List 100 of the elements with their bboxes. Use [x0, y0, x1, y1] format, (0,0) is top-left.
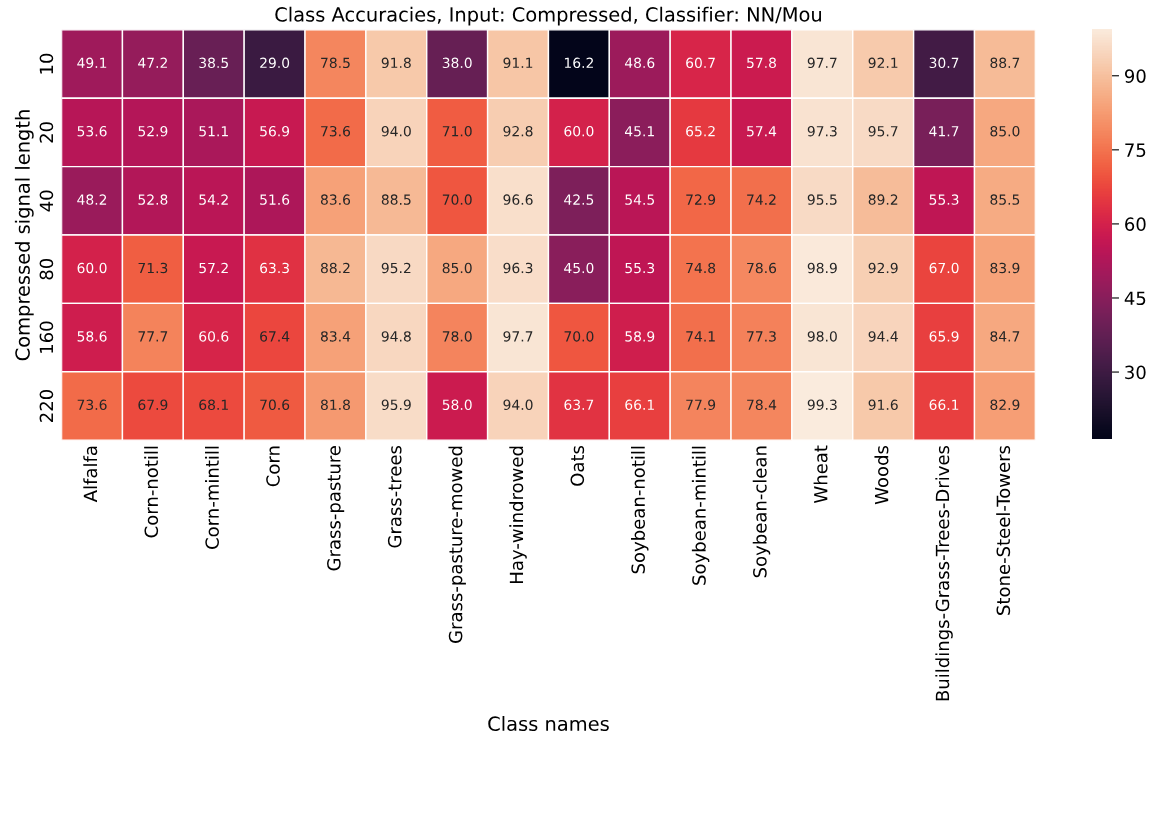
- data-label: 77.9: [686, 399, 716, 411]
- data-label: 57.8: [747, 57, 776, 69]
- data-label: 74.8: [686, 262, 716, 274]
- data-label: 95.9: [381, 399, 411, 411]
- data-label: 63.7: [564, 399, 594, 411]
- y-tick-label: 80: [39, 258, 54, 280]
- data-label: 70.0: [442, 194, 472, 205]
- data-label: 68.1: [199, 399, 228, 411]
- data-label: 94.0: [381, 125, 411, 137]
- data-label: 78.0: [442, 331, 472, 342]
- data-label: 42.5: [564, 194, 594, 205]
- data-label: 91.1: [503, 57, 533, 69]
- data-label: 98.0: [807, 331, 837, 342]
- data-label: 52.8: [138, 194, 168, 205]
- data-label: 57.4: [747, 126, 777, 137]
- data-label: 78.5: [321, 57, 350, 69]
- x-tick-label: Buildings-Grass-Trees-Drives: [935, 445, 953, 701]
- data-label: 70.6: [260, 399, 290, 411]
- data-label: 94.0: [503, 399, 533, 411]
- data-label: 65.9: [929, 331, 959, 342]
- color-bar-label: 30: [1125, 365, 1146, 380]
- x-tick-label: Soybean-notill: [631, 446, 649, 574]
- data-label: 95.5: [807, 194, 837, 205]
- data-label: 60.7: [686, 57, 715, 69]
- data-label: 83.4: [320, 331, 351, 342]
- x-tick-label: Corn-notill: [144, 446, 159, 538]
- data-label: 74.2: [747, 194, 776, 205]
- data-label: 58.9: [625, 331, 655, 342]
- data-label: 58.6: [77, 331, 107, 342]
- data-label: 56.9: [260, 125, 290, 137]
- x-axis-title: Class names: [488, 715, 609, 732]
- data-label: 51.1: [199, 126, 228, 137]
- data-label: 63.3: [260, 262, 289, 274]
- data-label: 57.2: [199, 262, 228, 274]
- data-label: 84.7: [990, 331, 1020, 342]
- data-label: 29.0: [260, 57, 290, 69]
- data-label: 38.0: [442, 57, 472, 69]
- color-bar-label: 75: [1125, 143, 1146, 157]
- data-label: 60.0: [564, 125, 594, 137]
- data-label: 88.7: [990, 57, 1020, 69]
- data-label: 41.7: [929, 126, 959, 137]
- data-label: 54.2: [199, 194, 228, 205]
- data-label: 67.4: [260, 331, 290, 342]
- data-label: 92.1: [868, 57, 898, 69]
- data-label: 88.2: [320, 262, 350, 274]
- x-tick-label: Stone-Steel-Towers: [996, 445, 1011, 615]
- data-label: 72.9: [686, 194, 716, 205]
- data-label: 54.5: [625, 194, 654, 205]
- data-label: 97.7: [807, 57, 837, 69]
- data-label: 53.6: [77, 125, 107, 137]
- x-tick-label: Corn: [266, 446, 280, 487]
- data-label: 89.2: [868, 194, 898, 205]
- data-label: 81.8: [320, 399, 350, 411]
- data-label: 91.6: [868, 399, 898, 411]
- y-tick-label: 20: [39, 122, 54, 143]
- data-label: 58.0: [442, 399, 472, 411]
- data-label: 71.3: [138, 262, 168, 274]
- data-label: 78.4: [747, 399, 777, 411]
- data-label: 77.3: [747, 331, 776, 342]
- x-tick-label: Soybean-clean: [752, 446, 771, 578]
- data-label: 48.6: [624, 57, 655, 69]
- x-tick-label: Corn-mintill: [205, 446, 219, 549]
- data-label: 49.1: [77, 57, 107, 69]
- data-label: 83.9: [990, 262, 1020, 274]
- chart-title: Class Accuracies, Input: Compressed, Classifier: NN/Mou: [275, 6, 821, 26]
- data-label: 67.9: [138, 399, 168, 411]
- data-label: 71.0: [442, 125, 472, 137]
- data-label: 96.6: [503, 194, 533, 205]
- data-label: 70.0: [564, 331, 594, 342]
- data-label: 83.6: [320, 194, 351, 205]
- x-tick-label: Alfalfa: [83, 446, 98, 503]
- data-label: 97.7: [503, 331, 533, 342]
- data-label: 92.8: [503, 125, 533, 137]
- data-label: 99.3: [807, 399, 837, 411]
- data-label: 66.1: [929, 399, 959, 411]
- data-label: 51.6: [260, 194, 290, 205]
- y-axis-title: Compressed signal length: [14, 110, 34, 361]
- data-label: 78.6: [747, 262, 777, 274]
- data-label: 85.5: [990, 194, 1020, 205]
- data-label: 91.8: [381, 57, 411, 69]
- y-tick-label: 10: [39, 53, 54, 74]
- data-label: 77.7: [138, 331, 168, 342]
- x-tick-label: Woods: [874, 445, 889, 505]
- x-tick-label: Oats: [570, 445, 585, 486]
- data-label: 47.2: [138, 57, 167, 68]
- data-label: 60.0: [77, 262, 107, 274]
- x-tick-label: Wheat: [813, 445, 828, 504]
- data-label: 60.6: [199, 331, 229, 342]
- y-tick-label: 160: [39, 321, 54, 353]
- color-bar-label: 60: [1125, 217, 1146, 232]
- data-label: 65.2: [686, 125, 715, 137]
- data-label: 97.3: [807, 125, 837, 137]
- x-tick-label: Soybean-mintill: [691, 446, 710, 585]
- x-tick-label: Grass-pasture: [327, 446, 345, 571]
- data-label: 67.0: [929, 262, 959, 274]
- y-tick-label: 220: [39, 389, 54, 422]
- data-label: 30.7: [929, 57, 959, 69]
- data-label: 98.9: [807, 262, 837, 274]
- data-label: 88.5: [381, 194, 411, 205]
- data-label: 55.3: [929, 194, 959, 205]
